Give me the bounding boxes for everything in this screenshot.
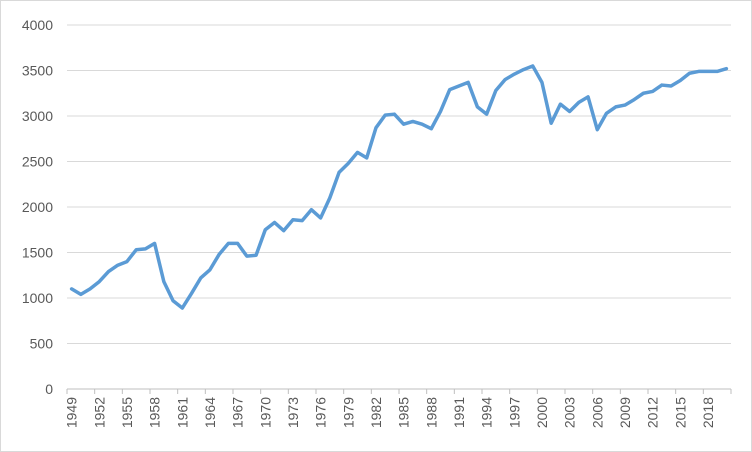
x-tick-label: 2003: [562, 397, 578, 428]
y-tick-label: 1000: [22, 290, 53, 306]
gridlines: [67, 24, 731, 344]
x-tick-label: 1970: [257, 397, 273, 428]
x-tick-label: 2009: [617, 397, 633, 428]
series-line-0: [69, 64, 729, 310]
y-tick-label: 500: [30, 336, 54, 352]
x-tick-label: 2015: [672, 397, 688, 428]
x-tick-label: 1982: [368, 397, 384, 428]
x-tick-label: 2018: [700, 397, 716, 428]
y-tick-label: 3500: [22, 63, 53, 79]
x-tick-label: 1976: [313, 397, 329, 428]
x-tick-label: 1961: [174, 397, 190, 428]
x-tick-label: 1988: [423, 397, 439, 428]
x-tick-label: 1967: [230, 397, 246, 428]
x-tick-label: 1985: [396, 397, 412, 428]
y-tick-label: 1500: [22, 245, 53, 261]
series-lines: [69, 64, 729, 310]
x-tick-label: 1949: [64, 397, 80, 428]
x-tick-label: 1964: [202, 397, 218, 428]
y-tick-label: 0: [45, 381, 53, 397]
x-tick-label: 2012: [645, 397, 661, 428]
x-tick-label: 1991: [451, 397, 467, 428]
y-tick-label: 2000: [22, 199, 53, 215]
x-tick-label: 1958: [147, 397, 163, 428]
y-tick-label: 4000: [22, 17, 53, 33]
x-axis: 1949 1952 1955 1958 1961 1964 1967 1970 1973 1976…: [64, 388, 732, 428]
x-tick-label: 1952: [91, 397, 107, 428]
x-tick-label: 1973: [285, 397, 301, 428]
x-tick-label: 1997: [506, 397, 522, 428]
y-axis-tick-labels: 0 500 1000 1500 2000 2500 3000 3500 4000: [22, 17, 53, 397]
x-tick-label: 1979: [340, 397, 356, 428]
y-tick-label: 2500: [22, 154, 53, 170]
x-tick-label: 1955: [119, 397, 135, 428]
y-tick-label: 3000: [22, 108, 53, 124]
x-tick-label: 1994: [479, 397, 495, 428]
x-tick-label: 2000: [534, 397, 550, 428]
x-tick-label: 2006: [589, 397, 605, 428]
